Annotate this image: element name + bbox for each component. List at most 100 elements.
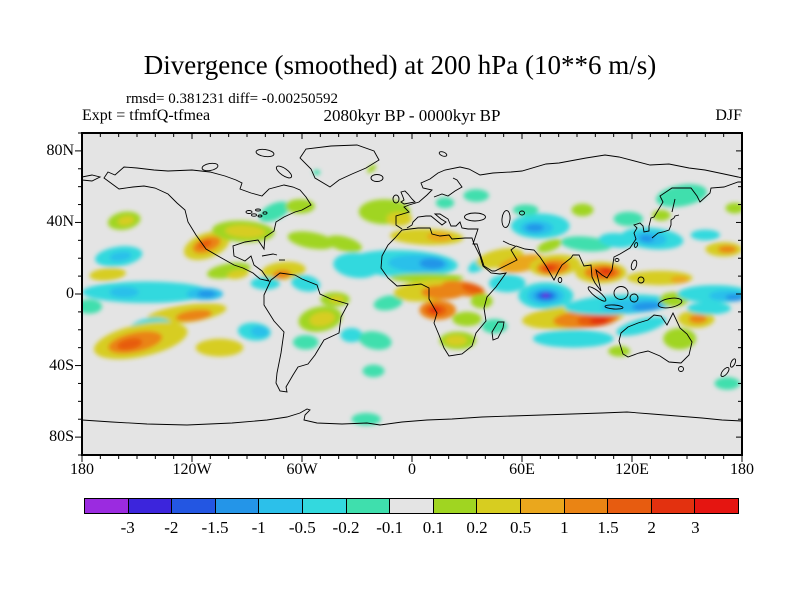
colorbar-cell	[258, 498, 303, 514]
colorbar-tick-label: 2	[647, 518, 656, 537]
anomaly-blob	[109, 251, 132, 262]
island-outline	[519, 210, 525, 216]
anomaly-blob	[195, 338, 244, 357]
colorbar-cell	[214, 498, 260, 514]
anomaly-blob	[489, 274, 526, 293]
anomaly-blob	[688, 314, 708, 324]
island-outline	[370, 174, 384, 182]
lat-tick-label: 80N	[46, 141, 74, 159]
colorbar-cell	[607, 498, 652, 514]
coastline	[671, 198, 676, 213]
anomaly-blob	[481, 319, 508, 334]
lat-tick-label: 80S	[49, 428, 74, 446]
period-label: 2080kyr BP - 0000kyr BP	[323, 106, 501, 125]
axis-ticks	[75, 132, 743, 462]
anomaly-blob	[608, 345, 631, 357]
coastline	[433, 177, 463, 198]
anomaly-blob	[560, 236, 612, 252]
coastline	[299, 144, 380, 188]
island-outline	[501, 210, 511, 228]
anomaly-blob	[292, 335, 319, 350]
colorbar-cell	[650, 498, 696, 514]
colorbar-cell	[432, 498, 478, 514]
coastline	[400, 190, 416, 205]
anomaly-blob	[367, 164, 377, 173]
island-outline	[678, 366, 684, 372]
colorbar-cell	[476, 498, 521, 514]
colorbar-cell	[519, 498, 565, 514]
coastline	[263, 272, 349, 393]
island-outline	[720, 367, 730, 377]
anomaly-blob	[725, 294, 742, 302]
colorbar-cell	[345, 498, 391, 514]
anomaly-blob	[512, 204, 539, 216]
anomaly-blob	[632, 301, 662, 312]
anomaly-blob	[358, 331, 392, 350]
island-outline	[245, 210, 253, 214]
anomaly-blob	[525, 223, 544, 232]
anomaly-blob	[329, 295, 345, 303]
lon-tick-label: 120W	[172, 461, 212, 478]
island-outline	[438, 151, 448, 157]
island-outline	[251, 213, 257, 217]
anomaly-blob	[544, 265, 555, 271]
colorbar-cell	[694, 498, 739, 514]
coastline	[380, 227, 507, 357]
lon-tick-label: 60E	[509, 461, 535, 478]
colorbar-tick-label: 0.5	[510, 518, 532, 537]
anomaly-blob	[537, 238, 562, 253]
colorbar-tick-label: 1.5	[597, 518, 619, 537]
island-outline	[255, 208, 261, 212]
colorbar-tick-label: -0.5	[288, 518, 316, 537]
anomaly-blob	[690, 229, 720, 241]
colorbar-tick-label: 0.2	[466, 518, 488, 537]
coastline	[651, 214, 680, 239]
island-outline	[629, 293, 639, 303]
island-outline	[262, 211, 268, 215]
anomaly-blob	[351, 412, 381, 426]
island-outline	[604, 304, 624, 310]
lat-tick-label: 40N	[46, 213, 74, 231]
coastlines-layer	[82, 144, 742, 426]
anomaly-blob	[470, 294, 493, 309]
colorbar-tick-label: -1	[251, 518, 266, 537]
anomaly-blob	[386, 211, 413, 227]
anomaly-blob	[663, 328, 697, 350]
anomaly-blob	[544, 294, 548, 297]
island-outline	[255, 148, 275, 158]
anomaly-blob	[600, 267, 612, 274]
anomaly-blob	[639, 234, 654, 243]
anomaly-blob	[197, 290, 216, 298]
colorbar-cell	[84, 498, 129, 514]
island-outline	[729, 358, 737, 368]
coastline	[502, 240, 516, 247]
island-outline	[613, 286, 629, 300]
colorbar-tick-label: -0.1	[376, 518, 404, 537]
lon-tick-label: 180	[70, 461, 94, 478]
anomaly-blob	[419, 258, 445, 270]
island-outline	[557, 277, 563, 283]
island-outline	[587, 286, 607, 302]
anomaly-blob	[340, 327, 363, 343]
anomaly-blob	[226, 269, 249, 280]
coastline	[103, 166, 312, 282]
lat-tick-label: 40S	[49, 356, 74, 374]
island-outline	[657, 297, 683, 309]
stats-line: rmsd= 0.381231 diff= -0.00250592	[126, 91, 339, 107]
anomaly-blob	[272, 269, 291, 279]
colorbar-tick-label: 0.1	[422, 518, 444, 537]
anomaly-blob	[362, 364, 385, 378]
lon-tick-label: 60W	[286, 461, 318, 478]
anomaly-blob	[714, 377, 741, 390]
anomaly-blob	[175, 309, 212, 322]
island-outline	[637, 276, 645, 284]
island-outline	[201, 162, 219, 172]
anomaly-blob	[287, 231, 335, 250]
colorbar	[84, 498, 739, 514]
world-map-svg	[75, 132, 743, 462]
coastline	[82, 408, 742, 426]
anomaly-blob	[613, 211, 643, 227]
island-outline	[464, 212, 486, 222]
plot-title: Divergence (smoothed) at 200 hPa (10**6 …	[143, 50, 657, 80]
